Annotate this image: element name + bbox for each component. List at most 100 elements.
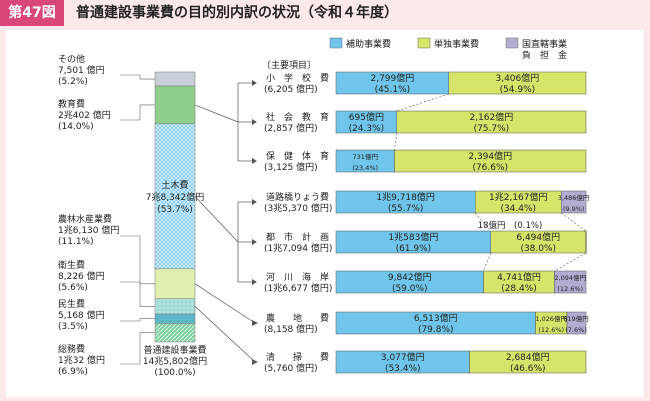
stack-value-2: 7兆8,342億円 — [146, 191, 205, 203]
arrow-agriculture — [252, 320, 258, 326]
bar-1-segment-1 — [396, 110, 587, 134]
bar-4-pct-0: (61.9%) — [396, 244, 432, 254]
bar-1-pct-1: (75.7%) — [474, 124, 510, 134]
bar-0-segment-1 — [448, 71, 587, 95]
bar-total-0: (6,205 億円) — [264, 83, 318, 95]
bar-5-segment-2 — [554, 270, 587, 294]
stack-name-6: 総務費 — [58, 343, 85, 355]
bar-name-2: 保 健 体 育 費 — [266, 150, 347, 162]
stack-segment-5 — [154, 313, 196, 324]
bar-name-3: 道路橋りょう費 — [266, 191, 329, 203]
stack-value-4: 8,226 億円 — [58, 270, 105, 282]
bar-0-pct-1: (54.9%) — [500, 85, 536, 95]
bar-name-7: 清 掃 費 — [266, 351, 329, 363]
bar-2-pct-1: (76.6%) — [472, 163, 508, 173]
legend-swatch-0 — [329, 37, 343, 49]
bar-6-pct-1: (12.6%) — [538, 326, 564, 334]
bar-7-value-1: 2,684億円 — [506, 351, 550, 363]
bracket-education-arrow-0 — [252, 80, 257, 86]
bar-name-0: 小 学 校 費 — [266, 72, 329, 84]
section-label: 〔主要項目〕 — [262, 59, 316, 71]
stack-value-5: 5,168 億円 — [58, 309, 105, 321]
arrow-cleaning — [252, 359, 258, 365]
stack-total-value: 14兆5,802億円 — [143, 355, 207, 367]
bracket-education-arrow-1 — [252, 119, 257, 125]
bar-2-pct-0: (23.4%) — [352, 164, 378, 172]
bracket-public-works-link — [194, 196, 239, 243]
connector-3-2 — [561, 212, 586, 232]
bar-name-4: 都 市 計 画 費 — [266, 231, 347, 243]
legend-label-0: 補助事業費 — [346, 38, 391, 50]
bar-4-label-2: 18億円 (0.1%) — [478, 220, 543, 231]
bar-5-pct-1: (28.4%) — [501, 284, 537, 294]
stack-name-0: その他 — [58, 53, 85, 65]
stack-pct-1: (14.0%) — [58, 122, 94, 132]
stack-segment-6 — [154, 323, 196, 343]
bar-total-6: (8,158 億円) — [264, 323, 318, 335]
bar-7-value-0: 3,077億円 — [381, 351, 425, 363]
stack-segment-1 — [154, 85, 196, 125]
bar-name-6: 農 地 費 — [266, 312, 329, 324]
bar-4-value-0: 1兆583億円 — [388, 231, 438, 243]
bar-0-value-1: 3,406億円 — [495, 72, 539, 84]
bar-0-pct-0: (45.1%) — [375, 85, 411, 95]
bar-6-pct-2: (7.6%) — [565, 326, 587, 334]
bar-1-pct-0: (24.3%) — [349, 124, 385, 134]
stack-total-label: 普通建設事業費 — [143, 344, 206, 356]
bar-2-value-0: 731億円 — [353, 152, 378, 161]
bar-1-value-0: 695億円 — [349, 111, 384, 123]
stack-segment-0 — [154, 71, 196, 87]
figure-header: 第47図 普通建設事業費の目的別内訳の状況（令和４年度） — [0, 0, 650, 26]
figure-title: 普通建設事業費の目的別内訳の状況（令和４年度） — [76, 5, 398, 21]
bar-6-segment-2 — [566, 311, 587, 335]
stack-value-3: 1兆6,130 億円 — [58, 224, 119, 236]
bar-5-value-2: 2,094億円 — [554, 273, 586, 282]
stack-pct-3: (11.1%) — [58, 237, 94, 247]
bar-7-segment-1 — [469, 350, 587, 374]
bracket-public-works-arrow-2 — [252, 279, 257, 285]
bar-2-segment-1 — [394, 149, 587, 173]
bar-6-value-1: 1,026億円 — [535, 314, 567, 323]
bar-7-pct-1: (46.6%) — [510, 364, 546, 374]
bar-5-value-1: 4,741億円 — [497, 271, 541, 283]
bar-4-pct-1: (38.0%) — [520, 244, 556, 254]
bar-3-segment-2 — [561, 190, 587, 214]
stack-pct-4: (5.6%) — [58, 283, 88, 293]
stack-total-pct: (100.0%) — [154, 368, 195, 378]
bar-name-5: 河 川 海 岸 費 — [266, 271, 347, 283]
stack-segment-2 — [154, 123, 196, 270]
stack-pct-5: (3.5%) — [58, 322, 88, 332]
stack-name-4: 衛生費 — [58, 259, 85, 271]
figure-number-badge: 第47図 — [0, 0, 64, 26]
stack-segment-3 — [154, 268, 196, 300]
stack-name-1: 教育費 — [58, 98, 85, 110]
bar-3-value-0: 1兆9,718億円 — [376, 191, 435, 203]
stack-value-6: 1兆32 億円 — [58, 354, 105, 366]
bar-4-segment-2 — [585, 230, 587, 254]
stack-segment-4 — [154, 298, 196, 315]
legend-label-1: 単独事業費 — [434, 38, 479, 50]
connector-0-1 — [396, 93, 449, 112]
bar-3-pct-1: (34.4%) — [500, 204, 536, 214]
link-agriculture — [194, 283, 256, 324]
bar-4-value-1: 6,494億円 — [516, 231, 560, 243]
bar-total-1: (2,857 億円) — [264, 122, 318, 134]
bracket-public-works-arrow-0 — [252, 199, 257, 205]
bar-total-2: (3,125 億円) — [264, 161, 318, 173]
bar-5-value-0: 9,842億円 — [388, 271, 432, 283]
bar-total-4: (1兆7,094 億円) — [264, 242, 332, 254]
legend-swatch-1 — [417, 37, 431, 49]
stack-pct-2: (53.7%) — [157, 205, 193, 215]
bar-3-value-2: 3,486億円 — [558, 193, 590, 202]
bar-5-pct-0: (59.0%) — [392, 284, 428, 294]
bracket-education-link — [194, 104, 239, 123]
stack-name-3: 農林水産業費 — [58, 213, 112, 225]
bar-7-pct-0: (53.4%) — [385, 364, 421, 374]
bracket-public-works-arrow-1 — [252, 239, 257, 245]
bar-1-value-1: 2,162億円 — [469, 111, 513, 123]
bar-2-value-1: 2,394億円 — [468, 150, 512, 162]
stack-leader-0 — [120, 74, 155, 80]
connector-4-1 — [483, 252, 492, 272]
